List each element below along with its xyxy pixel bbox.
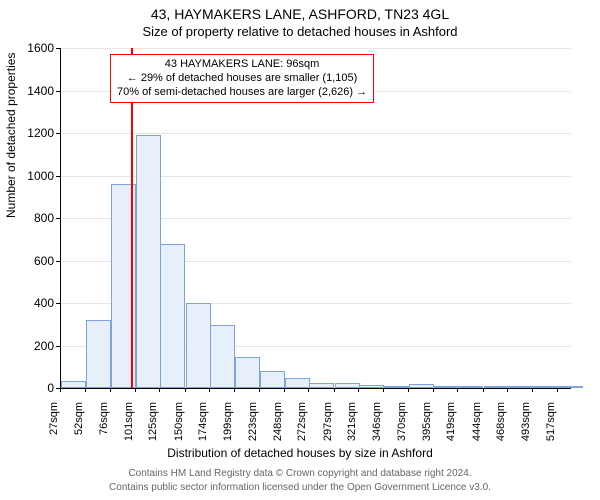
- y-tick-mark: [56, 218, 60, 219]
- x-tick-mark: [159, 388, 160, 392]
- annotation-line: ← 29% of detached houses are smaller (1,…: [117, 72, 367, 86]
- histogram-bar: [186, 303, 211, 388]
- x-tick-mark: [60, 388, 61, 392]
- x-tick-mark: [358, 388, 359, 392]
- x-tick-label: 321sqm: [346, 402, 358, 452]
- x-tick-mark: [532, 388, 533, 392]
- x-tick-label: 272sqm: [296, 402, 308, 452]
- y-tick-mark: [56, 176, 60, 177]
- histogram-bar: [160, 244, 185, 389]
- x-axis-label: Distribution of detached houses by size …: [0, 446, 600, 460]
- y-tick-mark: [56, 91, 60, 92]
- x-tick-mark: [457, 388, 458, 392]
- y-tick-label: 200: [14, 339, 54, 353]
- footer-copyright: Contains HM Land Registry data © Crown c…: [0, 468, 600, 479]
- histogram-bar: [309, 383, 334, 388]
- x-tick-mark: [334, 388, 335, 392]
- x-tick-label: 297sqm: [322, 402, 334, 452]
- histogram-bar: [235, 357, 260, 388]
- x-tick-mark: [557, 388, 558, 392]
- x-tick-label: 517sqm: [545, 402, 557, 452]
- histogram-bar: [409, 384, 434, 388]
- x-tick-label: 493sqm: [520, 402, 532, 452]
- x-tick-mark: [433, 388, 434, 392]
- chart-subtitle: Size of property relative to detached ho…: [0, 24, 600, 39]
- y-tick-mark: [56, 261, 60, 262]
- x-tick-mark: [308, 388, 309, 392]
- x-tick-label: 248sqm: [272, 402, 284, 452]
- y-tick-label: 1200: [14, 126, 54, 140]
- y-tick-mark: [56, 303, 60, 304]
- footer-licence: Contains public sector information licen…: [0, 482, 600, 493]
- x-tick-label: 395sqm: [421, 402, 433, 452]
- y-tick-label: 0: [14, 381, 54, 395]
- x-tick-mark: [135, 388, 136, 392]
- x-tick-mark: [408, 388, 409, 392]
- y-tick-label: 1000: [14, 169, 54, 183]
- x-tick-label: 370sqm: [396, 402, 408, 452]
- x-tick-label: 223sqm: [247, 402, 259, 452]
- histogram-bar: [210, 325, 235, 388]
- histogram-bar: [359, 385, 384, 388]
- x-tick-label: 27sqm: [48, 402, 60, 452]
- x-tick-mark: [110, 388, 111, 392]
- x-tick-mark: [507, 388, 508, 392]
- histogram-bar: [86, 320, 111, 388]
- annotation-line: 70% of semi-detached houses are larger (…: [117, 86, 367, 100]
- histogram-bar: [458, 386, 483, 388]
- histogram-bar: [434, 386, 459, 388]
- histogram-bar: [484, 386, 509, 388]
- y-tick-label: 800: [14, 211, 54, 225]
- histogram-chart: 43, HAYMAKERS LANE, ASHFORD, TN23 4GL Si…: [0, 0, 600, 500]
- histogram-bar: [508, 386, 533, 388]
- y-tick-label: 1600: [14, 41, 54, 55]
- gridline-horizontal: [61, 48, 571, 49]
- y-tick-label: 1400: [14, 84, 54, 98]
- histogram-bar: [533, 386, 558, 388]
- x-tick-mark: [383, 388, 384, 392]
- histogram-bar: [136, 135, 161, 388]
- histogram-bar: [285, 378, 310, 388]
- annotation-line: 43 HAYMAKERS LANE: 96sqm: [117, 58, 367, 72]
- x-tick-label: 174sqm: [197, 402, 209, 452]
- x-tick-label: 419sqm: [445, 402, 457, 452]
- y-tick-mark: [56, 346, 60, 347]
- x-tick-label: 101sqm: [123, 402, 135, 452]
- x-tick-mark: [284, 388, 285, 392]
- x-tick-label: 150sqm: [173, 402, 185, 452]
- x-tick-label: 76sqm: [98, 402, 110, 452]
- x-tick-mark: [209, 388, 210, 392]
- x-tick-label: 468sqm: [495, 402, 507, 452]
- x-tick-label: 125sqm: [147, 402, 159, 452]
- y-tick-label: 600: [14, 254, 54, 268]
- x-tick-label: 444sqm: [471, 402, 483, 452]
- histogram-bar: [335, 383, 360, 388]
- x-tick-mark: [185, 388, 186, 392]
- histogram-bar: [384, 386, 409, 388]
- histogram-bar: [260, 371, 285, 388]
- x-tick-mark: [259, 388, 260, 392]
- x-tick-mark: [85, 388, 86, 392]
- y-tick-mark: [56, 48, 60, 49]
- gridline-horizontal: [61, 133, 571, 134]
- y-tick-label: 400: [14, 296, 54, 310]
- x-tick-label: 346sqm: [371, 402, 383, 452]
- x-tick-label: 199sqm: [222, 402, 234, 452]
- histogram-bar: [61, 381, 86, 388]
- x-tick-label: 52sqm: [73, 402, 85, 452]
- chart-title: 43, HAYMAKERS LANE, ASHFORD, TN23 4GL: [0, 6, 600, 22]
- annotation-box: 43 HAYMAKERS LANE: 96sqm← 29% of detache…: [110, 54, 374, 103]
- x-tick-mark: [483, 388, 484, 392]
- y-tick-mark: [56, 133, 60, 134]
- histogram-bar: [558, 386, 583, 388]
- x-tick-mark: [234, 388, 235, 392]
